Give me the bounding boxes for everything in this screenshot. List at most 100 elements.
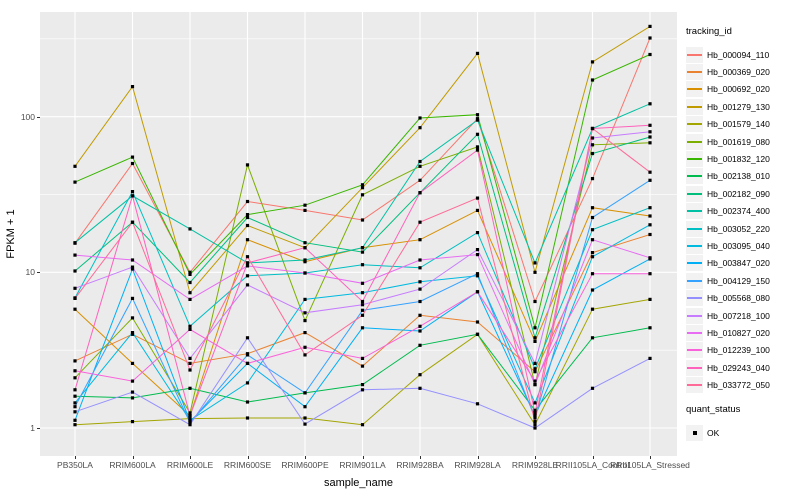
data-point [533, 370, 537, 374]
data-point [130, 267, 135, 271]
legend-item-label: Hb_005568_080 [707, 293, 770, 304]
data-point [418, 373, 422, 377]
data-point [418, 191, 422, 195]
x-tick-label-RRIM928BA: RRIM928BA [396, 460, 444, 470]
data-point [245, 336, 250, 340]
data-point [475, 145, 480, 149]
data-point [648, 223, 652, 227]
legend-item-label: Hb_007218_100 [707, 310, 770, 321]
legend-item-Hb_012239_100: Hb_012239_100 [686, 342, 798, 359]
legend-line-swatch [686, 220, 703, 237]
data-point [245, 215, 250, 220]
legend-item-label: Hb_003847_020 [707, 258, 770, 269]
legend: tracking_id Hb_000094_110 Hb_000369_020 Hb… [686, 26, 798, 441]
data-point [590, 251, 595, 255]
data-point [73, 164, 77, 168]
data-point [245, 264, 250, 268]
legend-line-swatch [686, 151, 703, 168]
legend-line-swatch [686, 342, 703, 359]
series-color-line [687, 105, 702, 108]
data-point [73, 269, 77, 273]
data-point [475, 118, 480, 122]
data-point [475, 248, 480, 252]
data-point [188, 421, 192, 425]
legend-item-Hb_000369_020: Hb_000369_020 [686, 63, 798, 81]
data-point [303, 208, 307, 212]
data-point [188, 361, 192, 365]
data-point [590, 307, 595, 311]
data-point [73, 423, 77, 427]
legend-line-swatch [686, 81, 703, 98]
data-point [130, 390, 135, 394]
data-point [130, 155, 135, 159]
x-axis-tickmark [420, 456, 421, 459]
data-point [360, 388, 365, 392]
data-point [130, 85, 135, 89]
data-point [533, 383, 537, 387]
data-point [73, 296, 77, 300]
series-color-line [687, 244, 702, 247]
data-point [188, 411, 192, 415]
data-point [648, 206, 652, 210]
data-point [360, 364, 365, 368]
data-point [245, 261, 250, 265]
legend-item-label: Hb_012239_100 [707, 345, 770, 356]
data-point [475, 132, 480, 136]
data-point [533, 426, 537, 430]
data-point [648, 178, 652, 182]
legend-line-swatch [686, 133, 703, 150]
data-point [360, 383, 365, 387]
data-point [245, 163, 250, 167]
data-point [245, 381, 250, 385]
data-point [188, 272, 192, 276]
data-point [418, 299, 422, 304]
data-point [130, 258, 135, 262]
data-point [648, 272, 652, 276]
data-point [648, 356, 652, 360]
data-point [533, 416, 537, 420]
data-point [188, 414, 192, 418]
data-point [648, 141, 652, 145]
data-point [648, 36, 652, 40]
data-point [475, 320, 480, 324]
data-point [360, 291, 365, 295]
data-point [303, 422, 307, 426]
series-color-line [687, 349, 702, 352]
data-point [590, 126, 595, 131]
data-point [303, 241, 307, 245]
x-tick-label-RRIM901LA: RRIM901LA [339, 460, 386, 470]
data-point [303, 405, 307, 409]
data-point [533, 420, 537, 424]
data-point [590, 336, 595, 340]
data-point [360, 186, 365, 190]
legend-item-label: Hb_000692_020 [707, 84, 770, 95]
data-point [648, 123, 652, 127]
legend-line-swatch [686, 116, 703, 133]
data-point [418, 178, 422, 182]
data-point [73, 369, 77, 373]
series-color-line [687, 331, 702, 334]
legend-item-label: Hb_029243_040 [707, 362, 770, 373]
data-point [245, 400, 250, 404]
y-axis-tickmark [37, 428, 40, 429]
data-point [590, 228, 595, 232]
series-color-line [687, 210, 702, 213]
data-point [533, 414, 537, 418]
plot-panel [40, 12, 677, 456]
legend-line-swatch [686, 203, 703, 220]
legend-item-Hb_002138_010: Hb_002138_010 [686, 168, 798, 185]
data-point [303, 260, 307, 264]
series-color-line [687, 158, 702, 161]
series-color-line [687, 192, 702, 195]
x-axis-tickmark [592, 456, 594, 459]
data-point [475, 274, 480, 278]
data-point [188, 368, 192, 372]
data-point [360, 193, 365, 197]
data-point [533, 339, 537, 343]
data-point [590, 151, 595, 156]
data-point [73, 405, 77, 409]
x-tick-label-RRIM600LE: RRIM600LE [166, 460, 214, 470]
data-point [590, 288, 595, 292]
x-axis-tickmark [535, 456, 536, 459]
legend-item-Hb_000094_110: Hb_000094_110 [686, 46, 798, 63]
